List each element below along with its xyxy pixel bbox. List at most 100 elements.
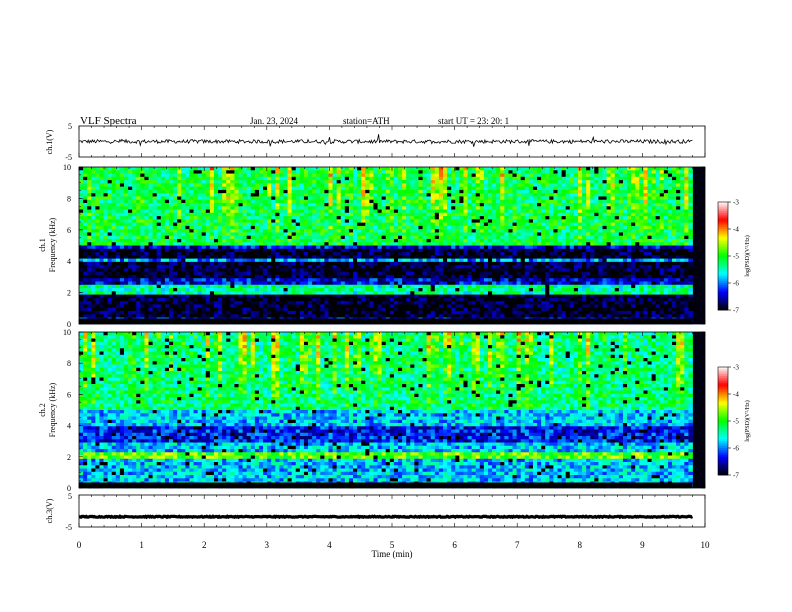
spectrogram-cell	[226, 265, 231, 269]
spectrogram-cell	[295, 219, 301, 223]
spectrogram-cell	[377, 222, 383, 227]
spectrogram-cell	[357, 209, 362, 214]
spectrogram-cell	[144, 252, 149, 256]
spectrogram-cell	[128, 284, 133, 289]
spectrogram-cell	[173, 271, 178, 276]
spectrogram-cell	[246, 278, 252, 282]
spectrogram-cell	[173, 189, 178, 194]
spectrogram-cell	[287, 229, 293, 233]
spectrogram-cell	[475, 202, 481, 207]
spectrogram-cell	[144, 288, 149, 292]
spectrogram-cell	[422, 167, 428, 171]
spectrogram-cell	[115, 199, 121, 204]
spectrogram-cell	[406, 288, 411, 292]
spectrogram-cell	[250, 209, 256, 214]
spectrogram-cell	[443, 304, 448, 309]
spectrogram-cell	[246, 242, 252, 246]
spectrogram-cell	[87, 183, 92, 188]
spectrogram-cell	[79, 301, 84, 305]
spectrogram-cell	[340, 202, 346, 207]
spectrogram-cell	[303, 301, 309, 305]
spectrogram-cell	[218, 288, 223, 292]
spectrogram-cell	[422, 271, 428, 276]
spectrogram-cell	[291, 186, 297, 191]
spectrogram-cell	[492, 232, 497, 237]
spectrogram-cell	[344, 189, 350, 194]
spectrogram-cell	[91, 291, 96, 295]
spectrogram-cell	[438, 284, 444, 289]
spectrogram-cell	[455, 167, 460, 171]
spectrogram-cell	[79, 189, 84, 194]
spectrogram-cell	[479, 225, 485, 230]
spectrogram-cell	[99, 284, 104, 289]
spectrogram-cell	[320, 196, 325, 201]
spectrogram-cell	[222, 245, 227, 250]
spectrogram-cell	[242, 310, 248, 315]
spectrogram-cell	[213, 242, 219, 246]
spectrogram-cell	[226, 291, 231, 295]
spectrogram-cell	[324, 183, 329, 188]
spectrogram-cell	[144, 170, 149, 174]
spectrogram-cell	[344, 173, 350, 178]
spectrogram-cell	[173, 206, 178, 210]
spectrogram-cell	[291, 180, 297, 184]
spectrogram-cell	[168, 281, 174, 286]
spectrogram-cell	[201, 235, 207, 240]
spectrogram-cell	[213, 212, 219, 217]
spectrogram-cell	[95, 281, 100, 286]
spectrogram-cell	[279, 271, 284, 276]
spectrogram-cell	[398, 307, 403, 312]
spectrogram-cell	[467, 252, 473, 256]
spectrogram-cell	[365, 222, 370, 227]
spectrogram-cell	[181, 216, 186, 220]
spectrogram-cell	[463, 255, 468, 259]
spectrogram-cell	[340, 219, 346, 223]
spectrogram-cell	[242, 235, 248, 240]
spectrogram-cell	[340, 288, 346, 292]
spectrogram-cell	[487, 278, 493, 282]
spectrogram-cell	[234, 206, 239, 210]
spectrogram-cell	[418, 219, 423, 223]
spectrogram-cell	[148, 274, 154, 279]
spectrogram-cell	[156, 294, 162, 299]
spectrogram-cell	[132, 301, 137, 305]
spectrogram-cell	[246, 199, 252, 204]
spectrogram-cell	[123, 304, 129, 309]
spectrogram-cell	[267, 307, 272, 312]
spectrogram-cell	[487, 170, 493, 174]
spectrogram-cell	[332, 271, 338, 276]
spectrogram-cell	[148, 232, 154, 237]
spectrogram-cell	[434, 314, 440, 318]
spectrogram-cell	[173, 202, 178, 207]
spectrogram-cell	[193, 274, 199, 279]
spectrogram-cell	[115, 284, 121, 289]
spectrogram-cell	[83, 176, 88, 181]
spectrogram-cell	[483, 176, 489, 181]
spectrogram-cell	[398, 167, 403, 171]
spectrogram-cell	[312, 222, 317, 227]
spectrogram-cell	[361, 271, 366, 276]
spectrogram-cell	[144, 222, 149, 227]
spectrogram-cell	[479, 219, 485, 223]
spectrogram-cell	[487, 232, 493, 237]
spectrogram-cell	[348, 199, 354, 204]
spectrogram-cell	[136, 274, 141, 279]
spectrogram-cell	[426, 252, 432, 256]
spectrogram-cell	[471, 261, 477, 266]
spectrogram-cell	[475, 216, 481, 220]
spectrogram-cell	[447, 261, 452, 266]
spectrogram-cell	[316, 176, 321, 181]
spectrogram-cell	[205, 176, 211, 181]
spectrogram-cell	[340, 183, 346, 188]
spectrogram-cell	[426, 304, 432, 309]
spectrogram-cell	[295, 173, 301, 178]
spectrogram-cell	[463, 297, 468, 302]
spectrogram-cell	[95, 271, 100, 276]
spectrogram-cell	[152, 284, 158, 289]
spectrogram-cell	[463, 193, 468, 197]
spectrogram-cell	[189, 258, 194, 263]
spectrogram-cell	[295, 206, 301, 210]
spectrogram-cell	[369, 238, 374, 243]
spectrogram-cell	[177, 261, 182, 266]
spectrogram-cell	[353, 281, 358, 286]
